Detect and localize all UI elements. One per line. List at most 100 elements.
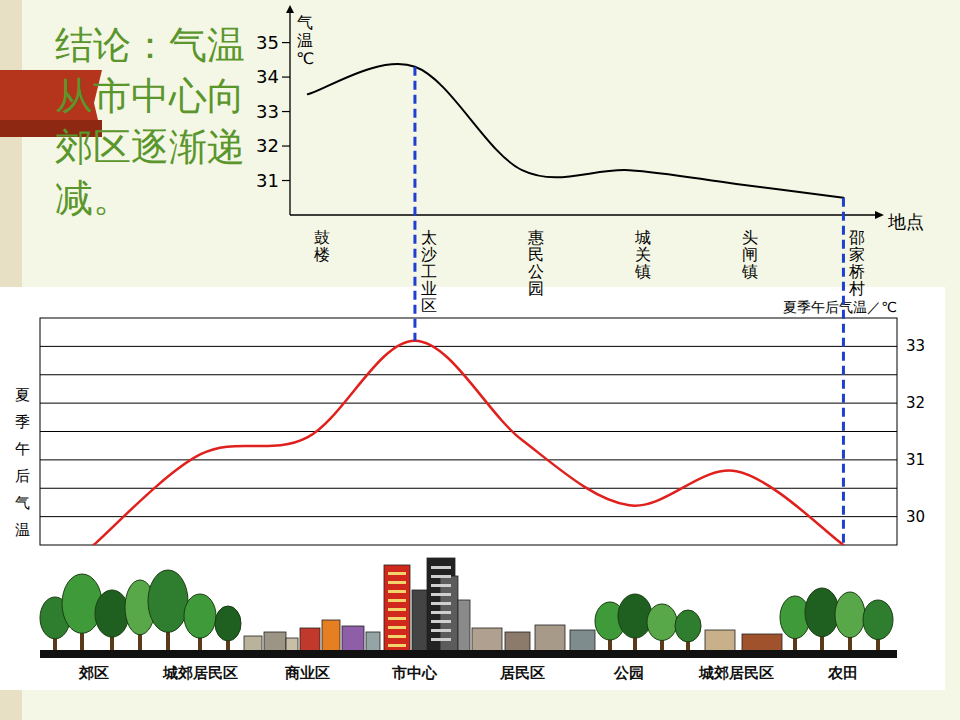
x-tick-label: 居民区 bbox=[499, 664, 545, 682]
window-row bbox=[431, 575, 451, 578]
grid-line-minor bbox=[40, 431, 897, 432]
x-tick-label: 郊区 bbox=[78, 664, 109, 682]
building bbox=[412, 590, 428, 652]
y-tick bbox=[282, 180, 290, 181]
window-row bbox=[388, 581, 406, 584]
x-tick-label-char: 园 bbox=[528, 279, 544, 298]
x-tick-label-char: 镇 bbox=[741, 262, 758, 281]
x-tick-label: 公园 bbox=[613, 664, 644, 682]
x-axis-label: 地点 bbox=[887, 211, 924, 232]
grid-line bbox=[40, 403, 897, 404]
y-tick-label: 32 bbox=[906, 394, 925, 412]
x-tick-label-char: 村 bbox=[848, 279, 865, 298]
y-axis-label: 气温℃ bbox=[296, 13, 314, 68]
tree-crown bbox=[95, 590, 129, 637]
building bbox=[300, 628, 320, 652]
y-tick-label: 32 bbox=[256, 135, 279, 156]
building bbox=[366, 632, 380, 652]
building bbox=[535, 625, 565, 652]
grid-line bbox=[40, 516, 897, 517]
building bbox=[384, 565, 410, 652]
window-row bbox=[431, 620, 451, 623]
building bbox=[570, 630, 595, 652]
building bbox=[264, 632, 286, 652]
tree-crown bbox=[184, 594, 216, 638]
y-axis-label-char: 气 bbox=[297, 13, 313, 32]
y-tick-label: 31 bbox=[256, 170, 279, 191]
y-axis-label: 夏季午后气温 bbox=[15, 386, 30, 539]
y-tick bbox=[282, 111, 290, 112]
temperature-curve-group bbox=[308, 64, 844, 198]
y-tick-label: 34 bbox=[256, 66, 279, 87]
tree-crown bbox=[835, 592, 865, 638]
window-row bbox=[388, 644, 406, 647]
building bbox=[472, 628, 502, 652]
x-tick-label: 头闸镇 bbox=[741, 228, 758, 281]
y-axis-label-char: 午 bbox=[15, 440, 30, 458]
y-axis-label-char: 气 bbox=[15, 494, 30, 512]
x-tick-label: 农田 bbox=[827, 664, 858, 682]
connector-dashed bbox=[842, 198, 845, 545]
grid-line-minor bbox=[40, 488, 897, 489]
building bbox=[742, 634, 782, 652]
temperature-curve bbox=[94, 341, 844, 545]
x-tick-label-char: 镇 bbox=[634, 262, 651, 281]
window-row bbox=[388, 599, 406, 602]
y-axis-label-char: 后 bbox=[15, 467, 30, 485]
y-tick-label: 35 bbox=[256, 32, 279, 53]
window-row bbox=[388, 590, 406, 593]
cityscape bbox=[40, 558, 897, 658]
tree-crown bbox=[805, 588, 839, 637]
y-axis-label-char: 季 bbox=[15, 413, 30, 431]
window-row bbox=[431, 611, 451, 614]
x-axis-arrow bbox=[875, 211, 884, 219]
x-tick-label: 鼓楼 bbox=[314, 228, 330, 264]
tree-crown bbox=[618, 594, 652, 638]
x-tick-label: 城郊居民区 bbox=[698, 664, 774, 682]
tree-crown bbox=[675, 610, 701, 642]
x-tick-label: 市中心 bbox=[391, 664, 438, 682]
x-tick-label: 城郊居民区 bbox=[162, 664, 238, 682]
tree-crown bbox=[148, 570, 188, 632]
x-tick-label: 惠民公园 bbox=[527, 228, 544, 298]
y-tick-label: 31 bbox=[906, 451, 925, 469]
illustration-panel bbox=[0, 287, 945, 690]
y-axis bbox=[289, 11, 290, 215]
y-axis-label-char: 温 bbox=[15, 521, 30, 539]
y-axis-arrow bbox=[286, 5, 294, 13]
background bbox=[0, 0, 960, 720]
y-tick-label: 30 bbox=[906, 508, 925, 526]
grid-line bbox=[40, 346, 897, 347]
x-tick-label-char: 楼 bbox=[314, 245, 330, 264]
x-tick-label-char: 区 bbox=[421, 296, 437, 315]
y-tick-label: 33 bbox=[256, 101, 279, 122]
ground bbox=[40, 650, 897, 658]
tree-crown bbox=[215, 606, 241, 641]
window-row bbox=[431, 638, 451, 641]
x-axis bbox=[290, 214, 875, 215]
building bbox=[458, 600, 470, 652]
y-axis-label-char: 夏 bbox=[15, 386, 30, 404]
temperature-curve bbox=[308, 64, 844, 198]
x-tick-label: 商业区 bbox=[284, 664, 330, 682]
tree-crown bbox=[863, 600, 893, 640]
grid-line bbox=[40, 459, 897, 460]
window-row bbox=[388, 617, 406, 620]
x-tick-label: 邵家桥村 bbox=[848, 228, 865, 298]
building bbox=[342, 626, 364, 652]
y-axis-label-char: 温 bbox=[297, 31, 313, 50]
y-tick-label: 33 bbox=[906, 337, 925, 355]
building bbox=[505, 632, 530, 652]
connector-dashed bbox=[413, 67, 416, 341]
window-row bbox=[388, 635, 406, 638]
building bbox=[705, 630, 735, 652]
x-tick-label: 城关镇 bbox=[634, 228, 651, 281]
y-tick bbox=[282, 42, 290, 43]
window-row bbox=[431, 584, 451, 587]
grid-line-minor bbox=[40, 374, 897, 375]
window-row bbox=[388, 626, 406, 629]
y-tick bbox=[282, 145, 290, 146]
building bbox=[286, 638, 298, 652]
building bbox=[322, 620, 340, 652]
window-row bbox=[388, 608, 406, 611]
